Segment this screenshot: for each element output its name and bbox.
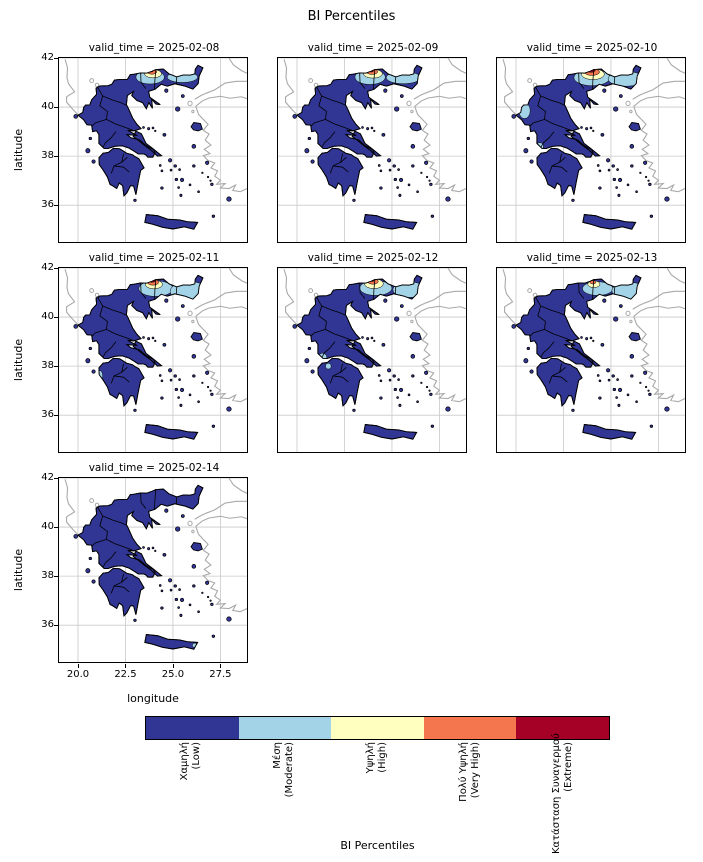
colorbar-segment-moderate xyxy=(238,717,332,739)
colorbar-label-text-en: (Low) xyxy=(190,742,202,770)
y-tick-label: 42 xyxy=(41,52,54,63)
x-tick-mark xyxy=(220,664,222,668)
colorbar-label-text: Υψηλή xyxy=(364,742,376,774)
x-tick-label: 22.5 xyxy=(114,669,137,680)
y-axis-label: latitude xyxy=(12,338,25,382)
y-tick-mark xyxy=(54,415,58,417)
greece-map xyxy=(497,268,685,452)
colorbar-label-text: Μέση xyxy=(271,742,283,769)
figure-title: BI Percentiles xyxy=(307,9,396,24)
y-tick-mark xyxy=(54,366,58,368)
subplot-2025-02-09: valid_time = 2025-02-09 xyxy=(277,42,467,243)
subplot-title: valid_time = 2025-02-14 xyxy=(88,462,220,474)
colorbar-axis-label: BI Percentiles xyxy=(340,839,415,852)
colorbar-label-text: Πολύ Υψηλή xyxy=(457,742,469,802)
colorbar-segment-very_high xyxy=(423,717,517,739)
colorbar-label-text: Χαμηλή xyxy=(178,742,190,781)
subplot-2025-02-11: valid_time = 2025-02-11 42 40 38 36 xyxy=(41,252,248,453)
y-tick-label: 36 xyxy=(41,409,54,421)
subplot-title: valid_time = 2025-02-13 xyxy=(526,252,658,264)
greece-map xyxy=(59,268,247,452)
subplot-2025-02-14: valid_time = 2025-02-14 42 40 38 36 20.0 22.5 2… xyxy=(41,462,248,680)
y-tick-label: 40 xyxy=(41,101,54,113)
colorbar-segment-high xyxy=(331,717,424,739)
subplot-title: valid_time = 2025-02-12 xyxy=(307,252,439,264)
greece-map xyxy=(59,478,247,662)
colorbar xyxy=(145,716,610,740)
colorbar-label-text-en: (Moderate) xyxy=(283,742,295,798)
y-tick-label: 36 xyxy=(41,199,54,211)
y-tick-mark xyxy=(54,205,58,207)
y-tick-label: 42 xyxy=(41,262,54,273)
y-tick-mark xyxy=(54,107,58,109)
y-tick-label: 38 xyxy=(41,570,54,582)
x-tick-mark xyxy=(77,664,79,668)
colorbar-label-text-en: (Extreme) xyxy=(562,742,574,792)
colorbar-label-text-en: (High) xyxy=(376,742,388,773)
subplot-title: valid_time = 2025-02-08 xyxy=(88,42,220,54)
colorbar-segment-low xyxy=(146,717,239,739)
greece-map xyxy=(278,58,466,242)
y-axis-label: latitude xyxy=(12,128,25,172)
y-tick-label: 40 xyxy=(41,521,54,533)
subplot-2025-02-12: valid_time = 2025-02-12 xyxy=(277,252,467,453)
x-tick-mark xyxy=(172,664,174,668)
x-tick-label: 27.5 xyxy=(209,669,232,680)
y-tick-label: 36 xyxy=(41,619,54,631)
greece-map xyxy=(59,58,247,242)
colorbar-label-extreme: Κατάσταση Συναγερμού (Extreme) xyxy=(550,733,577,854)
y-tick-label: 40 xyxy=(41,311,54,323)
colorbar-label-moderate: Μέση (Moderate) xyxy=(272,742,298,854)
subplot-2025-02-10: valid_time = 2025-02-10 xyxy=(496,42,686,243)
colorbar-segment-extreme xyxy=(516,717,609,739)
greece-map xyxy=(497,58,685,242)
y-tick-mark xyxy=(54,268,58,269)
colorbar-label-high: Υψηλή (High) xyxy=(365,742,391,854)
y-tick-mark xyxy=(54,58,58,59)
y-tick-label: 38 xyxy=(41,150,54,162)
greece-map xyxy=(278,268,466,452)
y-tick-mark xyxy=(54,625,58,627)
x-axis-label: longitude xyxy=(127,692,179,705)
subplot-2025-02-08: valid_time = 2025-02-08 42 40 38 36 xyxy=(41,42,248,243)
y-axis-label: latitude xyxy=(12,548,25,592)
subplot-title: valid_time = 2025-02-09 xyxy=(307,42,439,54)
x-tick-label: 25.0 xyxy=(161,669,185,680)
y-tick-label: 38 xyxy=(41,360,54,372)
y-tick-mark xyxy=(54,317,58,319)
subplot-2025-02-13: valid_time = 2025-02-13 xyxy=(496,252,686,453)
colorbar-label-text: Κατάσταση Συναγερμού xyxy=(550,733,562,854)
y-tick-mark xyxy=(54,156,58,158)
y-tick-mark xyxy=(54,576,58,578)
colorbar-label-low: Χαμηλή (Low) xyxy=(179,742,205,854)
y-tick-label: 42 xyxy=(41,472,54,483)
y-tick-mark xyxy=(54,478,58,479)
colorbar-label-very_high: Πολύ Υψηλή (Very High) xyxy=(458,742,484,854)
subplot-title: valid_time = 2025-02-11 xyxy=(88,252,220,264)
x-tick-mark xyxy=(125,664,127,668)
y-tick-mark xyxy=(54,527,58,529)
colorbar-label-text-en: (Very High) xyxy=(469,742,481,799)
subplot-title: valid_time = 2025-02-10 xyxy=(526,42,658,54)
x-tick-label: 20.0 xyxy=(66,669,90,680)
